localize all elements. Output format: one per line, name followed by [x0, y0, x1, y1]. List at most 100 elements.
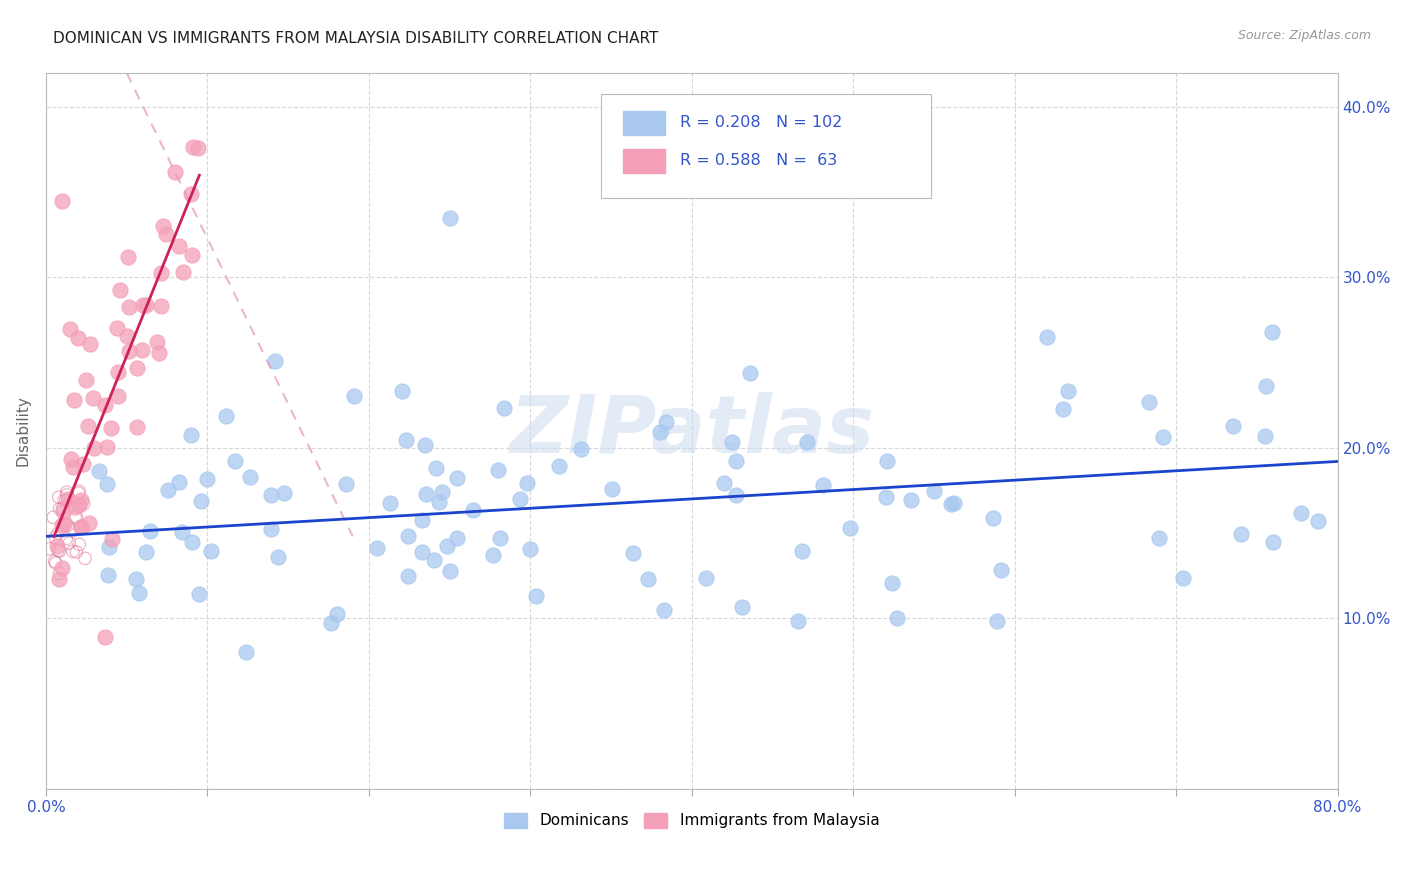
Point — [56, 492, 79, 507]
Point — [53, 493, 76, 508]
Point — [790, 544, 813, 558]
Point — [811, 478, 834, 492]
Point — [235, 645, 257, 659]
Point — [1261, 325, 1284, 339]
Point — [721, 435, 744, 450]
Point — [51, 194, 73, 208]
Point — [489, 531, 512, 545]
Point — [145, 335, 167, 350]
Point — [67, 331, 90, 345]
Point — [150, 266, 173, 280]
Point — [105, 321, 128, 335]
Point — [56, 518, 79, 533]
Point — [73, 497, 96, 511]
Point — [486, 463, 509, 477]
Point — [55, 488, 77, 502]
Point — [942, 496, 965, 510]
Point — [391, 384, 413, 398]
Bar — [623, 111, 665, 136]
Point — [1254, 429, 1277, 443]
Point — [509, 492, 531, 507]
Point — [63, 392, 86, 407]
Point — [461, 503, 484, 517]
Point — [263, 354, 285, 368]
Text: Source: ZipAtlas.com: Source: ZipAtlas.com — [1237, 29, 1371, 42]
Point — [67, 484, 90, 499]
Point — [1254, 379, 1277, 393]
Point — [1289, 507, 1312, 521]
Point — [600, 482, 623, 496]
Point — [52, 504, 75, 518]
Point — [125, 361, 148, 376]
Point — [100, 421, 122, 435]
Point — [180, 428, 202, 442]
Point — [139, 524, 162, 539]
Text: R = 0.208   N = 102: R = 0.208 N = 102 — [681, 115, 842, 130]
Point — [135, 545, 157, 559]
FancyBboxPatch shape — [602, 95, 931, 198]
Point — [55, 532, 77, 546]
Point — [569, 442, 592, 457]
Point — [1153, 430, 1175, 444]
Point — [167, 239, 190, 253]
Point — [117, 250, 139, 264]
Point — [190, 493, 212, 508]
Point — [72, 457, 94, 471]
Point — [259, 522, 281, 536]
Point — [150, 299, 173, 313]
Point — [94, 398, 117, 412]
Point — [1306, 514, 1329, 528]
Point — [118, 300, 141, 314]
Point — [1173, 570, 1195, 584]
Point — [321, 616, 343, 631]
Point — [395, 433, 418, 447]
Point — [1137, 395, 1160, 409]
Point — [439, 565, 461, 579]
Point — [82, 392, 104, 406]
Point — [655, 415, 678, 429]
Point — [900, 493, 922, 508]
Point — [652, 603, 675, 617]
Point — [875, 490, 897, 504]
Point — [155, 227, 177, 241]
Point — [65, 545, 87, 559]
Point — [148, 346, 170, 360]
Point — [516, 475, 538, 490]
Point — [1229, 527, 1251, 541]
Point — [169, 475, 191, 489]
Point — [425, 461, 447, 475]
Point — [108, 283, 131, 297]
Point — [187, 586, 209, 600]
Point — [67, 486, 90, 500]
Point — [1263, 534, 1285, 549]
Point — [46, 539, 69, 553]
Point — [58, 536, 80, 550]
Point — [131, 343, 153, 358]
Point — [44, 530, 66, 544]
Point — [165, 165, 187, 179]
Point — [886, 611, 908, 625]
Point — [446, 532, 468, 546]
Point — [125, 420, 148, 434]
Point — [73, 551, 96, 566]
Point — [79, 336, 101, 351]
Point — [181, 139, 204, 153]
Point — [427, 495, 450, 509]
Point — [96, 477, 118, 491]
Point — [118, 343, 141, 358]
Legend: Dominicans, Immigrants from Malaysia: Dominicans, Immigrants from Malaysia — [498, 806, 886, 835]
Point — [187, 141, 209, 155]
Point — [70, 520, 93, 534]
Point — [922, 484, 945, 499]
Point — [69, 493, 91, 508]
Point — [396, 569, 419, 583]
Text: DOMINICAN VS IMMIGRANTS FROM MALAYSIA DISABILITY CORRELATION CHART: DOMINICAN VS IMMIGRANTS FROM MALAYSIA DI… — [53, 31, 659, 46]
Point — [67, 499, 90, 513]
Point — [273, 486, 295, 500]
Point — [411, 545, 433, 559]
Point — [695, 571, 717, 585]
Point — [981, 511, 1004, 525]
Point — [55, 485, 77, 500]
Text: ZIPatlas: ZIPatlas — [509, 392, 875, 470]
Point — [83, 441, 105, 455]
